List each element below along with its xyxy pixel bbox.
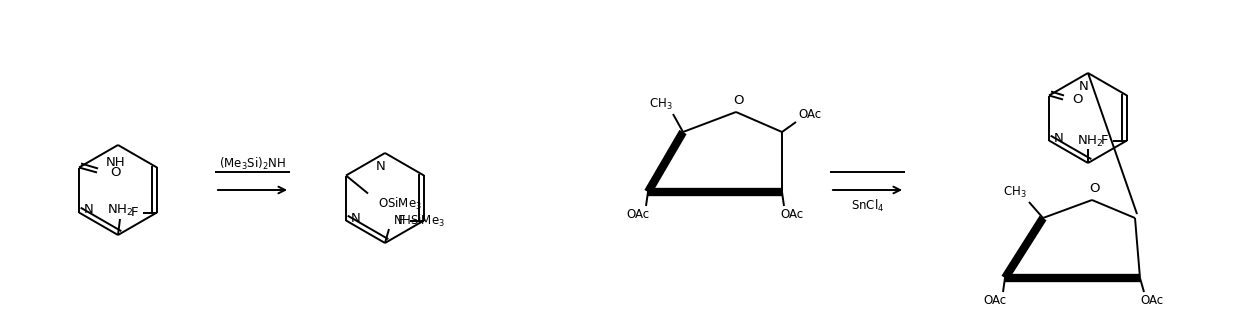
- Text: F: F: [1101, 134, 1109, 147]
- Text: NH$_2$: NH$_2$: [107, 203, 133, 218]
- Text: CH$_3$: CH$_3$: [1003, 184, 1027, 200]
- Text: CH$_3$: CH$_3$: [650, 96, 673, 112]
- Text: O: O: [733, 93, 743, 107]
- Text: N: N: [376, 161, 386, 174]
- Text: NH$_2$: NH$_2$: [1076, 134, 1104, 149]
- Text: O: O: [110, 166, 120, 179]
- Text: N: N: [1079, 80, 1089, 93]
- Text: F: F: [131, 206, 139, 219]
- Text: F: F: [398, 214, 405, 227]
- Text: N: N: [1054, 132, 1064, 145]
- Text: OAc: OAc: [780, 208, 804, 220]
- Text: OAc: OAc: [799, 107, 822, 121]
- Text: OAc: OAc: [983, 294, 1007, 307]
- Text: OAc: OAc: [626, 208, 650, 220]
- Text: O: O: [1071, 93, 1083, 106]
- Text: NH: NH: [107, 156, 125, 169]
- Text: OSiMe$_3$: OSiMe$_3$: [378, 196, 422, 211]
- Text: OAc: OAc: [1141, 294, 1163, 307]
- Text: (Me$_3$Si)$_2$NH: (Me$_3$Si)$_2$NH: [219, 156, 286, 172]
- Text: NHSiMe$_3$: NHSiMe$_3$: [393, 213, 445, 229]
- Text: N: N: [84, 203, 94, 216]
- Text: SnCl$_4$: SnCl$_4$: [851, 198, 884, 214]
- Text: O: O: [1089, 182, 1099, 195]
- Text: N: N: [351, 212, 361, 225]
